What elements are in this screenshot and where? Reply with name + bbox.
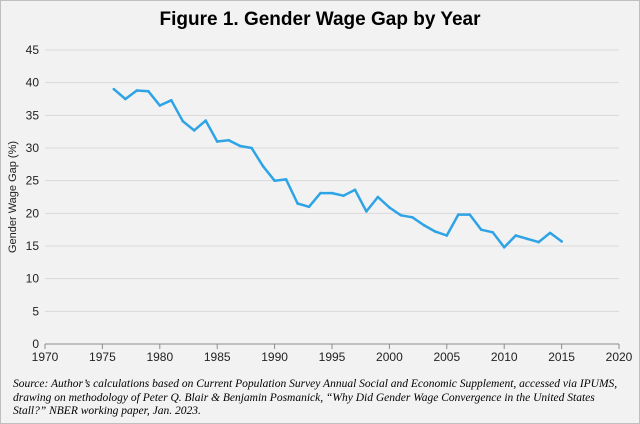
data-point-1993 [307,205,311,209]
y-tick-30: 30 [26,141,40,155]
y-tick-5: 5 [32,304,39,318]
data-point-2012 [525,237,529,241]
data-point-2002 [411,215,414,219]
series-line-0 [112,87,563,249]
data-point-1991 [284,178,288,181]
data-point-2004 [434,230,437,233]
data-point-2005 [445,234,449,237]
y-axis-title: Gender Wage Gap (%) [7,141,19,253]
y-tick-35: 35 [26,108,40,122]
data-point-1990 [273,179,276,182]
data-point-1982 [181,119,185,123]
data-point-1981 [169,99,173,102]
x-tick-1985: 1985 [204,350,231,364]
data-point-1976 [112,87,116,91]
x-tick-1980: 1980 [146,350,173,364]
data-point-2003 [422,223,426,227]
x-tick-labels: 1970 1975 1980 1985 1990 1995 2000 2005 2010 2015… [32,350,633,364]
data-point-2007 [468,213,472,216]
chart-title: Figure 1. Gender Wage Gap by Year [159,9,481,30]
x-tick-1995: 1995 [319,350,346,364]
data-point-2001 [399,213,403,217]
data-point-1977 [124,97,127,101]
y-tick-25: 25 [26,174,40,188]
data-point-1986 [227,138,230,142]
data-point-2014 [548,231,552,235]
y-tick-40: 40 [26,76,40,90]
data-point-2006 [456,213,460,216]
data-point-1988 [250,146,253,150]
series-group [112,87,563,249]
gridlines [45,49,619,312]
data-point-2000 [388,206,391,209]
data-point-1994 [319,191,322,195]
data-point-1980 [158,104,162,107]
y-tick-45: 45 [26,43,40,57]
y-tick-0: 0 [32,337,39,351]
data-point-1992 [296,202,299,205]
data-point-1989 [261,164,265,168]
x-tick-2020: 2020 [606,350,633,364]
axes [44,343,620,349]
data-point-1999 [376,195,380,199]
x-tick-2015: 2015 [548,350,575,364]
data-point-2011 [514,234,517,237]
x-tick-1990: 1990 [261,350,288,364]
x-tick-1975: 1975 [89,350,116,364]
data-point-1983 [192,129,196,132]
y-tick-15: 15 [26,239,40,253]
data-point-2010 [502,246,506,249]
x-tick-2000: 2000 [376,350,403,364]
data-point-1984 [204,119,208,122]
data-point-1979 [147,89,150,93]
x-tick-2005: 2005 [433,350,460,364]
data-point-1987 [238,144,242,148]
data-point-1985 [215,140,219,143]
data-point-1996 [342,194,345,197]
y-tick-10: 10 [26,272,40,286]
x-tick-1970: 1970 [32,350,59,364]
y-tick-20: 20 [26,206,40,220]
x-tick-2010: 2010 [491,350,518,364]
y-tick-labels: 0 5 10 15 20 25 30 35 40 45 [26,43,40,351]
data-point-2015 [560,240,563,243]
data-point-1998 [365,210,368,213]
data-point-1978 [135,89,139,92]
source-note: Source: Author’s calculations based on C… [13,378,618,417]
data-point-2013 [537,240,540,244]
data-point-1995 [330,191,334,195]
data-point-1997 [353,188,357,192]
data-point-2008 [479,228,483,231]
data-point-2009 [491,230,495,234]
